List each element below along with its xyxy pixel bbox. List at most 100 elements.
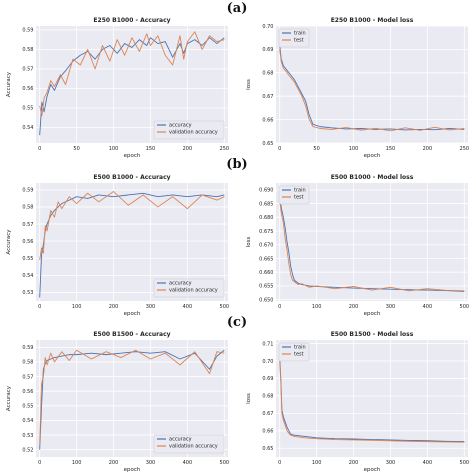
x-tick-label: 400 bbox=[423, 460, 433, 466]
legend-label: validation accuracy bbox=[169, 288, 218, 294]
x-tick-label: 0 bbox=[278, 304, 281, 310]
y-tick-label: 0.55 bbox=[22, 256, 33, 262]
chart-panel: 0 100 200 300 400 500 0.650 0.655 0.660 0.665 0.67… bbox=[246, 174, 469, 317]
x-tick-label: 500 bbox=[460, 460, 470, 466]
legend-box bbox=[153, 434, 225, 454]
y-tick-label: 0.70 bbox=[262, 24, 273, 30]
y-tick-label: 0.67 bbox=[262, 94, 273, 100]
x-tick-label: 300 bbox=[146, 304, 156, 310]
series-line bbox=[39, 31, 225, 117]
y-tick-label: 0.54 bbox=[22, 125, 33, 131]
y-tick-label: 0.66 bbox=[262, 117, 273, 123]
y-axis-label: loss bbox=[246, 393, 252, 404]
y-tick-label: 0.65 bbox=[262, 141, 273, 147]
x-tick-label: 250 bbox=[220, 146, 230, 152]
y-tick-label: 0.53 bbox=[22, 290, 33, 296]
y-axis-label: loss bbox=[246, 79, 252, 90]
y-tick-label: 0.56 bbox=[22, 389, 33, 395]
x-tick-label: 300 bbox=[386, 460, 396, 466]
y-tick-label: 0.54 bbox=[22, 273, 33, 279]
panel-label: (a) bbox=[227, 1, 248, 16]
legend-label: validation accuracy bbox=[169, 444, 218, 450]
x-axis-label: epoch bbox=[364, 153, 381, 159]
y-tick-label: 0.680 bbox=[259, 215, 273, 221]
x-tick-label: 200 bbox=[183, 146, 193, 152]
x-tick-label: 500 bbox=[220, 304, 230, 310]
y-tick-label: 0.59 bbox=[22, 188, 33, 194]
y-axis-label: Accuracy bbox=[6, 229, 12, 255]
y-tick-label: 0.54 bbox=[22, 418, 33, 424]
x-tick-label: 500 bbox=[460, 304, 470, 310]
y-tick-label: 0.71 bbox=[262, 341, 273, 347]
legend-box bbox=[153, 278, 225, 298]
y-tick-label: 0.57 bbox=[22, 67, 33, 73]
x-axis-label: epoch bbox=[124, 153, 141, 159]
series-line bbox=[279, 49, 465, 132]
y-tick-label: 0.665 bbox=[259, 256, 273, 262]
chart-panel: 0 50 100 150 200 250 0.54 0.55 0.56 0.57 0.58 0.59 E… bbox=[6, 17, 229, 159]
x-axis-label: epoch bbox=[124, 467, 141, 472]
legend-label: train bbox=[294, 345, 306, 351]
x-tick-label: 50 bbox=[73, 146, 79, 152]
y-tick-label: 0.53 bbox=[22, 433, 33, 439]
x-tick-label: 500 bbox=[220, 460, 230, 466]
x-tick-label: 300 bbox=[146, 460, 156, 466]
x-tick-label: 100 bbox=[349, 146, 359, 152]
x-tick-label: 0 bbox=[38, 146, 41, 152]
legend-label: train bbox=[294, 31, 306, 37]
x-tick-label: 100 bbox=[312, 460, 322, 466]
series-line bbox=[279, 360, 465, 443]
y-tick-label: 0.655 bbox=[259, 284, 273, 290]
x-tick-label: 0 bbox=[38, 460, 41, 466]
y-tick-label: 0.675 bbox=[259, 229, 273, 235]
x-tick-label: 200 bbox=[349, 304, 359, 310]
x-axis-label: epoch bbox=[364, 311, 381, 317]
x-tick-label: 200 bbox=[109, 304, 119, 310]
x-tick-label: 150 bbox=[386, 146, 396, 152]
x-tick-label: 250 bbox=[460, 146, 470, 152]
series-line bbox=[279, 355, 465, 443]
y-tick-label: 0.55 bbox=[22, 404, 33, 410]
x-tick-label: 400 bbox=[183, 460, 193, 466]
legend-label: accuracy bbox=[169, 281, 192, 287]
x-axis-label: epoch bbox=[364, 467, 381, 472]
x-axis-label: epoch bbox=[124, 311, 141, 317]
chart-panel: 0 100 200 300 400 500 0.53 0.54 0.55 0.56 0.57 0.58… bbox=[6, 174, 229, 317]
x-tick-label: 0 bbox=[278, 460, 281, 466]
y-tick-label: 0.55 bbox=[22, 106, 33, 112]
y-tick-label: 0.69 bbox=[262, 376, 273, 382]
x-tick-label: 200 bbox=[109, 460, 119, 466]
chart-title: E250 B1000 - Accuracy bbox=[93, 17, 170, 24]
x-tick-label: 100 bbox=[72, 460, 82, 466]
panel-label: (c) bbox=[227, 315, 247, 330]
x-tick-label: 200 bbox=[423, 146, 433, 152]
x-tick-label: 100 bbox=[109, 146, 119, 152]
y-tick-label: 0.650 bbox=[259, 297, 273, 303]
y-tick-label: 0.57 bbox=[22, 374, 33, 380]
x-tick-label: 100 bbox=[72, 304, 82, 310]
x-tick-label: 300 bbox=[386, 304, 396, 310]
y-tick-label: 0.660 bbox=[259, 270, 273, 276]
y-tick-label: 0.69 bbox=[262, 47, 273, 53]
x-tick-label: 150 bbox=[146, 146, 156, 152]
y-axis-label: Accuracy bbox=[6, 71, 12, 97]
series-line bbox=[279, 44, 465, 131]
y-tick-label: 0.70 bbox=[262, 359, 273, 365]
x-tick-label: 0 bbox=[278, 146, 281, 152]
y-tick-label: 0.685 bbox=[259, 201, 273, 207]
series-line bbox=[39, 349, 225, 450]
y-tick-label: 0.690 bbox=[259, 188, 273, 194]
chart-panel: 0 100 200 300 400 500 0.52 0.53 0.54 0.55 0.56 0.57… bbox=[6, 331, 229, 472]
y-tick-label: 0.56 bbox=[22, 239, 33, 245]
y-tick-label: 0.52 bbox=[22, 447, 33, 453]
legend-label: accuracy bbox=[169, 437, 192, 443]
y-axis-label: loss bbox=[246, 237, 252, 248]
chart-panel: 0 50 100 150 200 250 0.65 0.66 0.67 0.68 0.69 0.70 E… bbox=[246, 17, 469, 159]
y-tick-label: 0.59 bbox=[22, 28, 33, 34]
